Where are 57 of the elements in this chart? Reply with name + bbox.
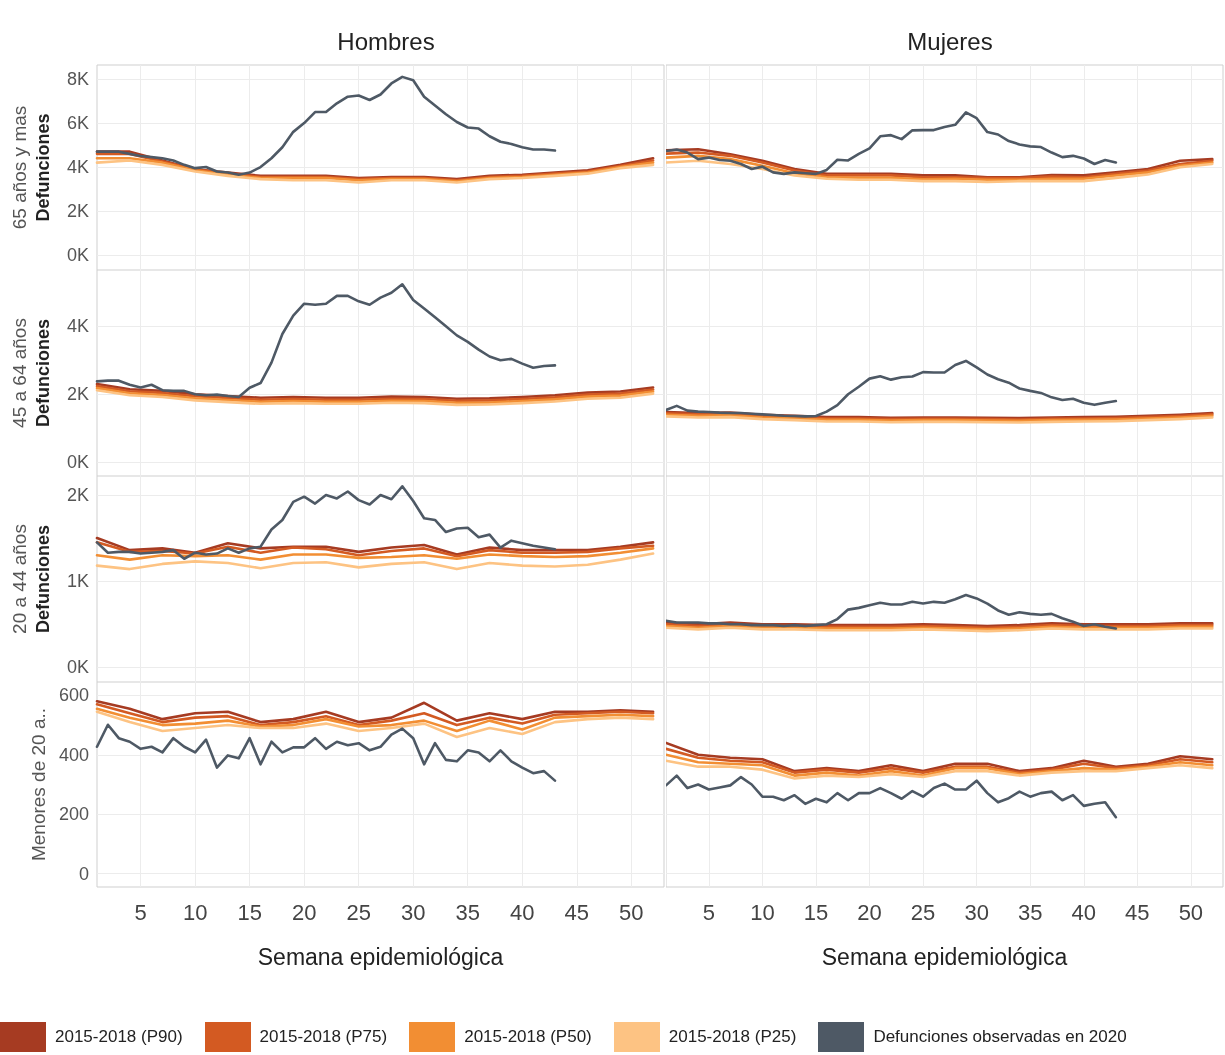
x-tick-label: 10 [750,899,775,925]
x-tick-label: 20 [857,899,882,925]
y-axis-title: 45 a 64 años Defunciones [8,318,53,428]
line-series [95,723,557,782]
y-axis-title: 20 a 44 años Defunciones [8,524,53,634]
x-tick-label: 50 [619,899,644,925]
legend-label: 2015-2018 (P25) [668,1027,797,1047]
legend-label: 2015-2018 (P50) [464,1027,592,1047]
x-axis-title: Semana epidemiológica [257,943,504,970]
y-tick-label: 0 [78,863,89,884]
line-series [95,536,655,556]
x-tick-label: 20 [291,899,317,925]
x-tick-label: 15 [237,899,262,925]
y-tick-label: 600 [58,685,89,706]
y-tick-label: 2K [66,201,89,222]
x-tick-label: 10 [182,899,208,925]
y-tick-label: 6K [66,113,89,134]
legend-label: Defunciones observadas en 2020 [873,1027,1127,1047]
x-axis-title: Semana epidemiológica [821,943,1068,970]
x-tick-label: 5 [134,899,147,925]
x-tick-label: 45 [564,899,590,925]
y-tick-label: 200 [58,804,89,825]
x-tick-label: 25 [910,899,936,925]
y-tick-label: 400 [58,744,89,765]
line-series [95,283,557,399]
x-tick-label: 45 [1125,899,1150,925]
y-tick-label: 2K [66,384,89,405]
line-series [95,710,655,739]
y-tick-label: 8K [66,69,89,90]
x-tick-label: 5 [702,899,715,925]
chart-title: Mujeres [907,27,993,55]
x-tick-label: 15 [803,899,829,925]
legend-label: 2015-2018 (P75) [259,1027,388,1047]
x-tick-label: 25 [346,899,371,925]
y-tick-label: 4K [66,316,89,337]
y-axis-title: Menores de 20 a.. [28,707,50,862]
line-series [95,485,557,561]
x-tick-label: 30 [400,899,426,925]
x-tick-label: 50 [1178,899,1204,925]
y-tick-label: 1K [66,571,89,592]
x-tick-label: 40 [1071,899,1096,925]
legend-label: 2015-2018 (P90) [55,1027,183,1047]
line-series [95,547,655,561]
y-tick-label: 0K [66,245,89,266]
y-axis-title: 65 años y mas Defunciones [8,105,53,230]
line-series [95,552,655,571]
y-tick-label: 2K [66,484,89,505]
x-tick-label: 40 [510,899,535,925]
x-tick-label: 30 [964,899,989,925]
x-tick-label: 35 [455,899,480,925]
chart-title: Hombres [337,27,435,55]
line-series [95,75,557,177]
line-series [95,707,655,733]
y-tick-label: 0K [66,452,89,473]
y-tick-label: 0K [66,657,89,678]
y-tick-label: 4K [66,157,89,178]
x-tick-label: 35 [1017,899,1043,925]
